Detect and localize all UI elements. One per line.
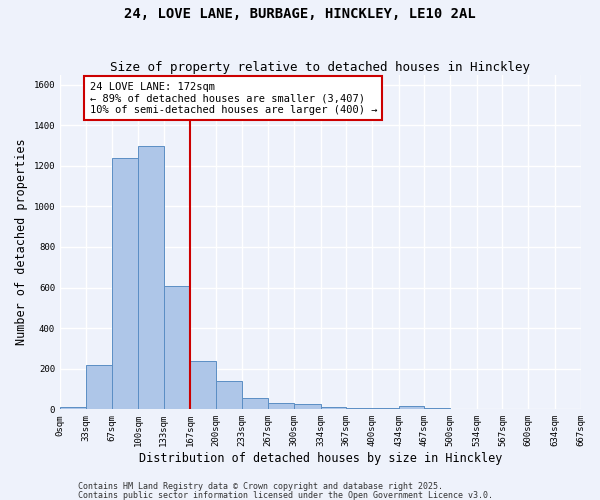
Bar	[268, 403, 294, 409]
Bar	[60, 408, 86, 410]
Title: Size of property relative to detached houses in Hinckley: Size of property relative to detached ho…	[110, 62, 530, 74]
Bar	[424, 408, 450, 410]
Bar	[190, 360, 216, 410]
Bar	[86, 364, 112, 410]
Bar	[112, 158, 138, 410]
Text: Contains HM Land Registry data © Crown copyright and database right 2025.: Contains HM Land Registry data © Crown c…	[78, 482, 443, 491]
Bar	[398, 406, 424, 409]
Text: Contains public sector information licensed under the Open Government Licence v3: Contains public sector information licen…	[78, 490, 493, 500]
Bar	[294, 404, 320, 409]
Bar	[216, 381, 242, 410]
Text: 24, LOVE LANE, BURBAGE, HINCKLEY, LE10 2AL: 24, LOVE LANE, BURBAGE, HINCKLEY, LE10 2…	[124, 8, 476, 22]
X-axis label: Distribution of detached houses by size in Hinckley: Distribution of detached houses by size …	[139, 452, 502, 465]
Bar	[372, 408, 398, 410]
Bar	[138, 146, 164, 410]
Y-axis label: Number of detached properties: Number of detached properties	[15, 138, 28, 345]
Bar	[242, 398, 268, 409]
Text: 24 LOVE LANE: 172sqm
← 89% of detached houses are smaller (3,407)
10% of semi-de: 24 LOVE LANE: 172sqm ← 89% of detached h…	[89, 82, 377, 115]
Bar	[346, 408, 372, 410]
Bar	[164, 286, 190, 410]
Bar	[320, 408, 346, 410]
